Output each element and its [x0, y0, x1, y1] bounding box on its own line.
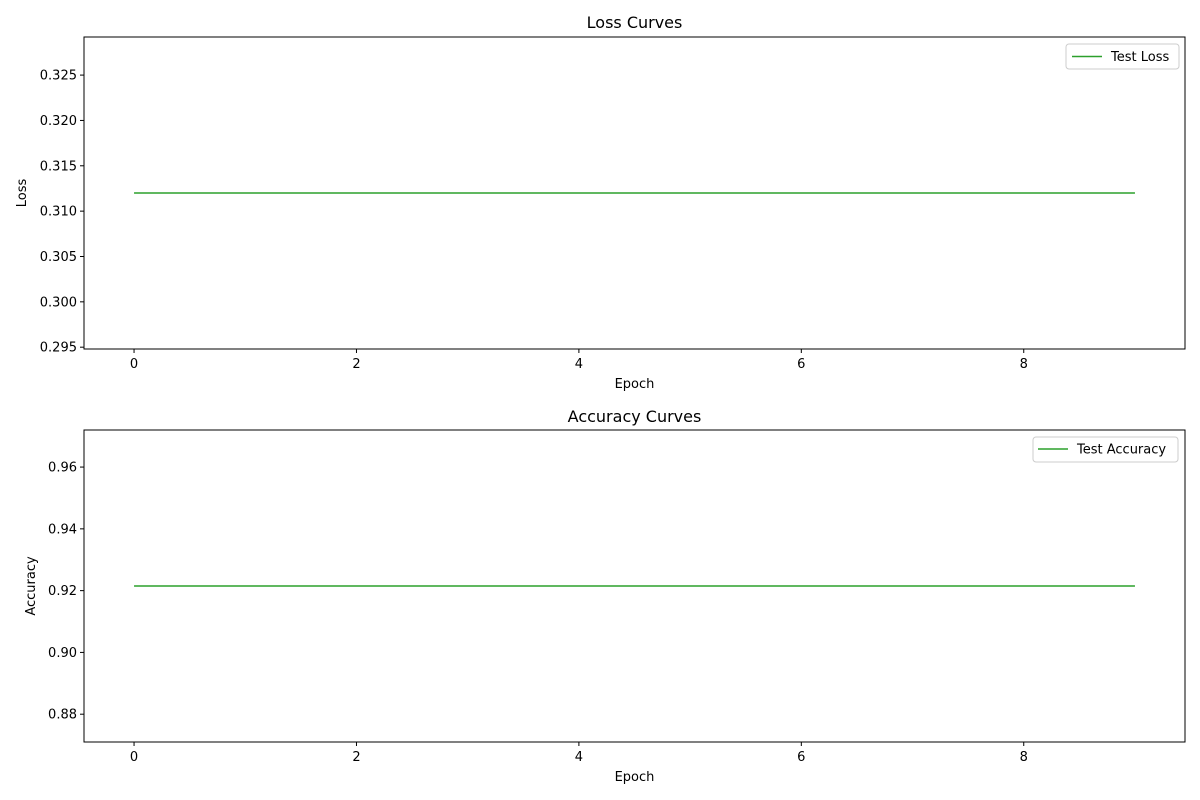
accuracy-x-tick-label: 4 — [575, 750, 583, 765]
accuracy-plot-frame — [83, 429, 1186, 743]
loss-x-tick-label: 6 — [797, 357, 805, 372]
loss-legend-label: Test Loss — [1110, 50, 1169, 65]
loss-x-tick-label: 0 — [130, 357, 138, 372]
accuracy-x-ticks: 0 2 4 6 8 — [130, 742, 1028, 765]
accuracy-x-tick-label: 2 — [352, 750, 360, 765]
accuracy-legend-label: Test Accuracy — [1076, 443, 1166, 458]
loss-legend: Test Loss — [1065, 43, 1180, 70]
loss-y-tick-label: 0.295 — [40, 341, 77, 356]
loss-y-tick-label: 0.300 — [40, 295, 77, 310]
loss-x-axis-label: Epoch — [615, 377, 655, 392]
accuracy-y-tick-label: 0.92 — [48, 584, 77, 599]
loss-y-tick-label: 0.315 — [40, 159, 77, 174]
loss-y-axis-label: Loss — [15, 179, 30, 208]
accuracy-chart-title: Accuracy Curves — [568, 407, 702, 426]
accuracy-y-tick-label: 0.90 — [48, 646, 77, 661]
accuracy-x-tick-label: 8 — [1020, 750, 1028, 765]
loss-x-tick-label: 4 — [575, 357, 583, 372]
accuracy-y-axis-label: Accuracy — [24, 556, 39, 616]
loss-y-ticks: 0.295 0.300 0.305 0.310 0.315 0.320 0.325 — [40, 69, 84, 356]
accuracy-y-ticks: 0.88 0.90 0.92 0.94 0.96 — [48, 461, 84, 723]
loss-y-tick-label: 0.325 — [40, 69, 77, 84]
loss-legend-box — [1065, 43, 1180, 70]
accuracy-legend-box — [1032, 436, 1179, 463]
accuracy-y-tick-label: 0.88 — [48, 708, 77, 723]
loss-y-tick-label: 0.310 — [40, 205, 77, 220]
loss-y-tick-label: 0.320 — [40, 114, 77, 129]
loss-x-tick-label: 8 — [1020, 357, 1028, 372]
accuracy-y-tick-label: 0.94 — [48, 522, 77, 537]
loss-plot-frame — [83, 36, 1186, 350]
loss-chart-title: Loss Curves — [587, 13, 683, 32]
accuracy-y-tick-label: 0.96 — [48, 461, 77, 476]
accuracy-x-tick-label: 0 — [130, 750, 138, 765]
loss-x-tick-label: 2 — [352, 357, 360, 372]
accuracy-legend: Test Accuracy — [1032, 436, 1179, 463]
accuracy-x-tick-label: 6 — [797, 750, 805, 765]
accuracy-x-axis-label: Epoch — [615, 770, 655, 785]
loss-x-ticks: 0 2 4 6 8 — [130, 349, 1028, 372]
loss-y-tick-label: 0.305 — [40, 250, 77, 265]
